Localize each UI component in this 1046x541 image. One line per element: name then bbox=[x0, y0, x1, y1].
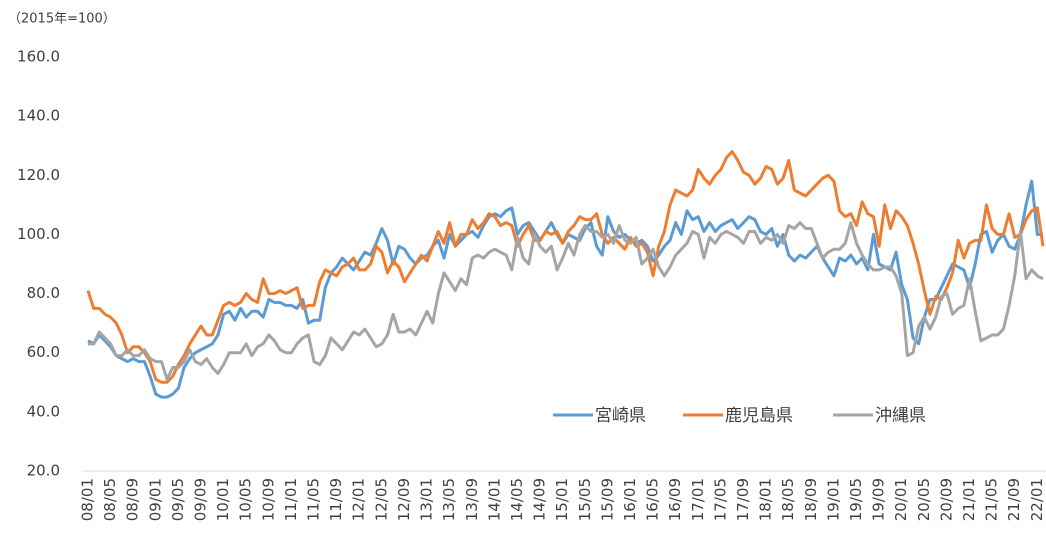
x-tick-label: 12/01 bbox=[350, 478, 368, 521]
x-tick-label: 18/01 bbox=[757, 478, 775, 521]
x-tick-label: 22/01 bbox=[1028, 478, 1046, 521]
x-tick-label: 21/05 bbox=[983, 478, 1001, 521]
y-tick-label: 160.0 bbox=[17, 48, 60, 66]
x-tick-label: 17/05 bbox=[711, 478, 729, 521]
x-tick-label: 21/09 bbox=[1005, 478, 1023, 521]
x-tick-label: 13/09 bbox=[463, 478, 481, 521]
x-tick-label: 14/05 bbox=[508, 478, 526, 521]
x-tick-label: 10/05 bbox=[237, 478, 255, 521]
x-tick-label: 15/01 bbox=[553, 478, 571, 521]
x-tick-label: 18/09 bbox=[802, 478, 820, 521]
x-tick-label: 08/09 bbox=[124, 478, 142, 521]
x-tick-label: 17/09 bbox=[734, 478, 752, 521]
y-tick-label: 120.0 bbox=[17, 166, 60, 184]
x-tick-label: 13/01 bbox=[418, 478, 436, 521]
x-tick-label: 19/09 bbox=[870, 478, 888, 521]
x-tick-label: 20/09 bbox=[937, 478, 955, 521]
y-tick-label: 140.0 bbox=[17, 107, 60, 125]
y-tick-label: 100.0 bbox=[17, 225, 60, 243]
x-tick-label: 09/09 bbox=[192, 478, 210, 521]
legend-label: 鹿児島県 bbox=[725, 406, 793, 426]
series-line bbox=[88, 221, 1044, 381]
y-tick-label: 60.0 bbox=[27, 343, 60, 361]
x-tick-label: 18/05 bbox=[779, 478, 797, 521]
y-tick-label: 20.0 bbox=[27, 462, 60, 480]
x-tick-label: 20/05 bbox=[915, 478, 933, 521]
y-tick-label: 80.0 bbox=[27, 284, 60, 302]
x-tick-label: 10/01 bbox=[214, 478, 232, 521]
x-tick-label: 08/05 bbox=[101, 478, 119, 521]
x-tick-label: 14/01 bbox=[485, 478, 503, 521]
x-tick-label: 08/01 bbox=[79, 478, 97, 521]
x-tick-label: 11/09 bbox=[327, 478, 345, 521]
legend-label: 宮崎県 bbox=[595, 406, 646, 426]
x-tick-label: 17/01 bbox=[689, 478, 707, 521]
x-tick-label: 12/05 bbox=[372, 478, 390, 521]
x-tick-label: 16/01 bbox=[621, 478, 639, 521]
y-tick-label: 40.0 bbox=[27, 402, 60, 420]
x-tick-label: 09/05 bbox=[169, 478, 187, 521]
x-tick-label: 10/09 bbox=[259, 478, 277, 521]
x-tick-label: 11/05 bbox=[305, 478, 323, 521]
series-line bbox=[86, 150, 1045, 384]
legend-label: 沖縄県 bbox=[875, 406, 926, 426]
x-tick-label: 12/09 bbox=[395, 478, 413, 521]
x-tick-label: 11/01 bbox=[282, 478, 300, 521]
x-tick-label: 16/09 bbox=[666, 478, 684, 521]
x-tick-label: 13/05 bbox=[440, 478, 458, 521]
x-tick-label: 14/09 bbox=[531, 478, 549, 521]
x-tick-label: 15/09 bbox=[598, 478, 616, 521]
y-unit-label: （2015年=100） bbox=[8, 12, 116, 27]
x-tick-label: 19/01 bbox=[824, 478, 842, 521]
x-tick-label: 19/05 bbox=[847, 478, 865, 521]
x-tick-label: 15/05 bbox=[576, 478, 594, 521]
x-tick-label: 21/01 bbox=[960, 478, 978, 521]
x-tick-label: 09/01 bbox=[146, 478, 164, 521]
x-tick-label: 16/05 bbox=[644, 478, 662, 521]
x-tick-label: 20/01 bbox=[892, 478, 910, 521]
